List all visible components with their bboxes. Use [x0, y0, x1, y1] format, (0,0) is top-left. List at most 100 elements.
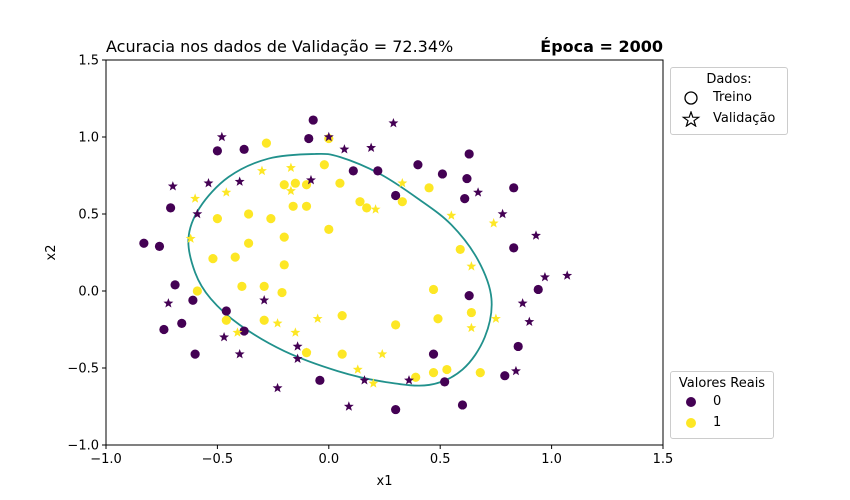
scatter-point-validacao: [466, 261, 477, 271]
scatter-point-treino: [243, 209, 254, 219]
scatter-point-validacao: [285, 185, 296, 196]
x-axis-label: x1: [377, 474, 393, 489]
dot-icon: [679, 394, 703, 410]
scatter-point-treino: [190, 349, 200, 359]
scatter-point-treino: [337, 311, 347, 321]
scatter-point-validacao: [446, 210, 457, 220]
scatter-point-treino: [397, 197, 407, 207]
scatter-point-treino: [513, 341, 523, 352]
scatter-point-treino: [192, 286, 202, 296]
scatter-point-validacao: [370, 204, 381, 214]
scatter-point-treino: [279, 232, 289, 242]
scatter-point-treino: [188, 295, 198, 305]
scatter-point-validacao: [292, 341, 303, 351]
decision-boundary: [187, 152, 493, 387]
scatter-point-validacao: [490, 313, 501, 323]
scatter-point-treino: [230, 252, 240, 262]
scatter-point-validacao: [290, 327, 301, 337]
scatter-point-validacao: [352, 364, 363, 374]
scatter-point-treino: [315, 375, 325, 385]
scatter-point-treino: [433, 314, 443, 324]
scatter-point-treino: [509, 183, 519, 193]
legend-valores-title: Valores Reais: [678, 376, 766, 391]
scatter-point-treino: [324, 224, 334, 234]
scatter-point-treino: [464, 149, 474, 159]
scatter-point-treino: [348, 166, 358, 176]
scatter-point-validacao: [163, 298, 174, 308]
scatter-point-treino: [243, 238, 254, 248]
scatter-point-validacao: [511, 365, 521, 376]
y-tick-label: 1.0: [78, 131, 99, 146]
scatter-point-validacao: [366, 142, 377, 152]
legend-item-label: Validação: [713, 111, 776, 126]
legend-item-label: Treino: [713, 90, 752, 105]
legend-item-label: 1: [713, 415, 722, 430]
scatter-point-validacao: [488, 218, 499, 228]
scatter-point-validacao: [368, 378, 379, 388]
scatter-point-validacao: [203, 178, 214, 188]
scatter-point-treino: [411, 372, 421, 382]
x-tick-label: 0.5: [430, 452, 451, 467]
scatter-point-treino: [259, 315, 269, 325]
scatter-point-validacao: [272, 382, 283, 393]
scatter-point-validacao: [234, 176, 245, 186]
scatter-point-validacao: [185, 233, 196, 243]
scatter-point-treino: [500, 371, 510, 381]
scatter-point-treino: [475, 368, 485, 378]
scatter-point-treino: [457, 400, 468, 410]
scatter-point-treino: [424, 183, 434, 193]
scatter-point-validacao: [339, 144, 350, 154]
scatter-point-validacao: [562, 270, 573, 280]
legend-valores-reais: Valores Reais 0 1: [670, 371, 774, 439]
scatter-point-treino: [221, 306, 231, 316]
scatter-point-validacao: [388, 117, 399, 128]
scatter-point-treino: [177, 318, 187, 328]
scatter-point-treino: [304, 133, 314, 144]
scatter-point-validacao: [312, 313, 323, 323]
y-tick-label: 1.5: [78, 54, 99, 69]
scatter-point-validacao: [192, 208, 203, 219]
scatter-point-treino: [166, 203, 176, 213]
scatter-point-treino: [266, 214, 276, 224]
scatter-point-treino: [279, 180, 289, 190]
legend-item-class-0: 0: [671, 391, 773, 412]
scatter-point-validacao: [272, 318, 283, 328]
x-tick-label: 1.5: [653, 452, 674, 467]
scatter-point-treino: [391, 190, 401, 201]
scatter-point-treino: [440, 377, 450, 387]
x-tick-label: −1.0: [90, 452, 122, 467]
y-tick-label: 0.0: [78, 285, 99, 300]
scatter-point-treino: [288, 201, 298, 211]
scatter-point-validacao: [190, 193, 201, 203]
scatter-point-treino: [413, 160, 423, 170]
scatter-point-validacao: [473, 187, 484, 197]
legend-dados-title: Dados:: [706, 72, 752, 87]
y-tick-label: 0.5: [78, 208, 99, 223]
scatter-point-treino: [159, 324, 169, 335]
scatter-point-validacao: [232, 327, 243, 337]
scatter-point-validacao: [167, 181, 178, 191]
scatter-point-validacao: [219, 332, 230, 342]
scatter-point-treino: [221, 315, 231, 325]
scatter-point-validacao: [259, 295, 270, 305]
dot-icon: [679, 415, 703, 431]
scatter-point-validacao: [359, 375, 370, 385]
scatter-point-treino: [355, 197, 365, 207]
scatter-point-treino: [212, 214, 222, 224]
scatter-point-validacao: [377, 348, 388, 359]
legend-dados: Dados: Treino Validação: [670, 67, 788, 135]
y-tick-label: −0.5: [67, 362, 99, 377]
scatter-point-treino: [290, 178, 300, 188]
scatter-point-treino: [533, 284, 543, 295]
scatter-point-treino: [237, 281, 247, 291]
scatter-point-treino: [460, 194, 470, 204]
plot-area-frame: [105, 59, 664, 446]
scatter-point-validacao: [539, 271, 550, 282]
scatter-point-treino: [464, 291, 474, 301]
chart-title-right: Época = 2000: [540, 37, 663, 56]
scatter-point-treino: [373, 166, 383, 176]
scatter-point-treino: [154, 241, 165, 251]
legend-item-treino: Treino: [671, 87, 787, 108]
scatter-point-validacao: [404, 375, 414, 385]
